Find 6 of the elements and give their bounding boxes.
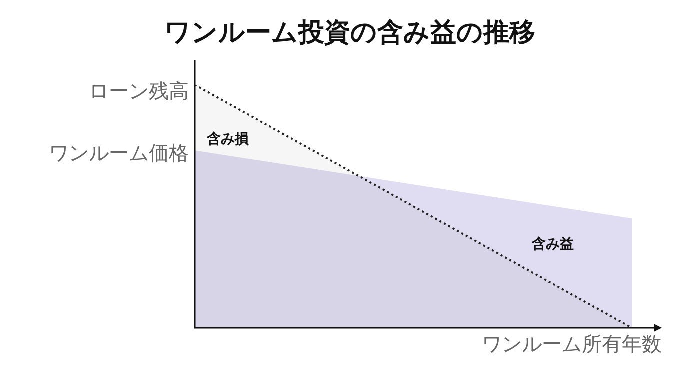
annotation: ローン残高 <box>89 79 189 104</box>
chart-title: ワンルーム投資の含み益の推移 <box>164 18 536 48</box>
annotation: 含み損 <box>206 132 249 148</box>
x-axis-title: ワンルーム所有年数 <box>482 332 662 356</box>
annotation: 含み益 <box>531 236 574 253</box>
annotation: ワンルーム価格 <box>49 140 189 165</box>
